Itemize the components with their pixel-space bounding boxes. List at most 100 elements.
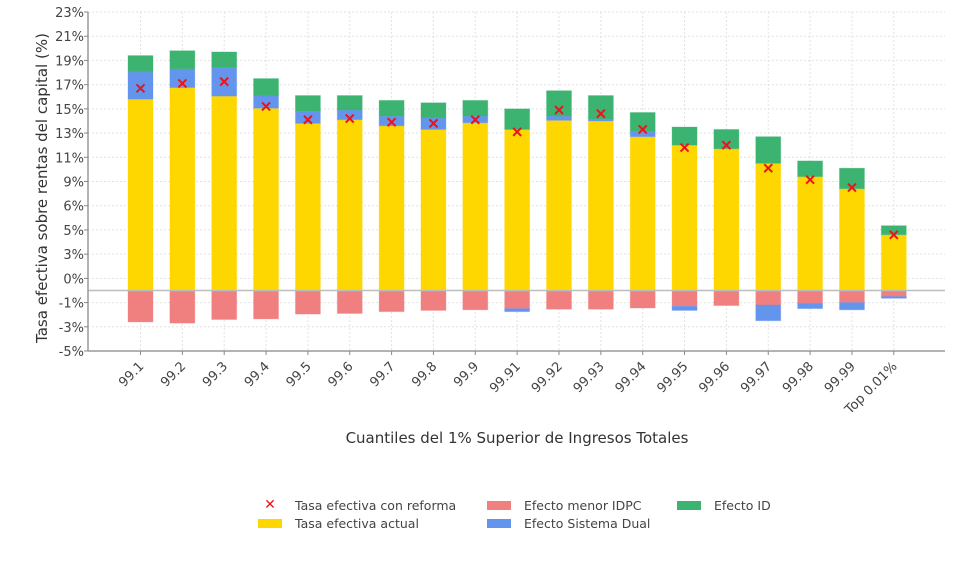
- reform-marker: [428, 118, 439, 129]
- x-marker-icon: ✕: [264, 497, 276, 513]
- bar-efecto-menor-idpc: [169, 289, 196, 324]
- reform-marker-stroke: [889, 230, 899, 240]
- y-tick-label: 0%: [63, 272, 84, 287]
- y-tick-label: 17%: [55, 79, 84, 94]
- bar-tasa-actual: [838, 188, 865, 291]
- bar-tasa-actual: [880, 234, 907, 291]
- reform-marker-stroke: [428, 118, 439, 129]
- bar-tasa-actual: [169, 87, 196, 291]
- reform-marker: [847, 182, 857, 193]
- bar-efecto-menor-idpc: [671, 289, 698, 307]
- bar-efecto-sistema-dual-neg: [504, 308, 531, 313]
- bar-tasa-actual: [462, 122, 489, 291]
- legend-item-dual-system-effect: Efecto Sistema Dual: [487, 514, 650, 532]
- reform-marker-stroke: [596, 108, 606, 119]
- bar-efecto-id: [378, 99, 405, 117]
- x-tick-label: 99.9: [451, 359, 482, 390]
- legend-item-idpc-effect: Efecto menor IDPC: [487, 496, 642, 514]
- x-tick-label: 99.3: [200, 359, 231, 390]
- bar-efecto-sistema-dual-neg: [838, 302, 865, 311]
- y-tick-label: 23%: [55, 6, 84, 21]
- reform-marker: [345, 113, 355, 124]
- bar-efecto-sistema-dual: [546, 115, 572, 121]
- reform-marker-stroke: [763, 163, 773, 173]
- reform-marker: [763, 163, 773, 173]
- bar-tasa-actual: [211, 95, 238, 291]
- bar-efecto-menor-idpc: [504, 289, 531, 310]
- bar-tasa-actual: [713, 148, 740, 291]
- bar-efecto-sistema-dual-neg: [880, 296, 907, 299]
- x-tick-label: 99.92: [529, 359, 566, 396]
- bar-tasa-actual: [504, 128, 531, 291]
- reform-marker-stroke: [345, 113, 355, 124]
- x-tick-label: 99.97: [738, 359, 775, 396]
- bar-tasa-actual: [253, 107, 280, 291]
- reform-marker: [721, 140, 732, 150]
- legend-label: Tasa efectiva actual: [295, 515, 419, 531]
- bar-efecto-menor-idpc: [378, 289, 405, 313]
- bar-tasa-actual: [294, 122, 321, 291]
- legend-item-reform-rate: ✕ Tasa efectiva con reforma: [258, 496, 456, 514]
- bar-efecto-id: [127, 55, 154, 73]
- bar-efecto-id: [797, 160, 824, 178]
- bars: [127, 50, 907, 324]
- bar-tasa-actual: [755, 162, 782, 291]
- y-tick-label: 21%: [55, 30, 84, 45]
- reform-marker: [219, 76, 229, 87]
- bar-efecto-id: [253, 78, 280, 97]
- x-tick-label: 99.95: [654, 359, 691, 396]
- bar-efecto-id: [671, 126, 698, 146]
- bar-efecto-sistema-dual: [169, 68, 196, 89]
- bar-efecto-sistema-dual: [587, 118, 614, 122]
- blue-swatch-icon: [487, 518, 511, 528]
- legend-label: Efecto menor IDPC: [524, 497, 642, 513]
- reform-marker: [470, 115, 481, 125]
- bar-efecto-sistema-dual: [127, 71, 154, 100]
- y-tick-label: -5%: [59, 345, 84, 360]
- bar-efecto-menor-idpc: [880, 289, 907, 298]
- reform-marker: [303, 115, 313, 125]
- reform-marker-stroke: [805, 174, 815, 185]
- bar-efecto-id: [211, 51, 238, 68]
- y-tick-label: 5%: [63, 224, 84, 239]
- reform-marker-stroke: [470, 115, 481, 125]
- reform-marker: [261, 101, 271, 112]
- x-tick-label: 99.5: [284, 359, 315, 390]
- bar-efecto-id: [838, 167, 865, 190]
- bar-efecto-menor-idpc: [713, 289, 740, 307]
- reform-marker-stroke: [386, 117, 397, 127]
- y-tick-label: 11%: [55, 151, 84, 166]
- y-tick-label: -1%: [59, 297, 84, 312]
- bar-efecto-sistema-dual-neg: [755, 304, 782, 322]
- x-tick-label: 99.91: [487, 359, 524, 396]
- bar-tasa-actual: [671, 144, 698, 291]
- bar-efecto-id: [169, 50, 196, 70]
- x-axis-title: Cuantiles del 1% Superior de Ingresos To…: [346, 429, 689, 447]
- reform-marker: [386, 117, 397, 127]
- bar-efecto-menor-idpc: [546, 289, 572, 310]
- x-tick-label: 99.7: [367, 359, 398, 390]
- reform-marker: [596, 108, 606, 119]
- bar-efecto-id: [755, 136, 782, 164]
- reform-marker-stroke: [847, 182, 857, 193]
- bar-efecto-id: [420, 102, 447, 119]
- bar-efecto-sistema-dual-neg: [671, 305, 698, 311]
- reform-marker-stroke: [637, 124, 648, 135]
- reform-marker: [637, 124, 648, 135]
- y-tick-label: -3%: [59, 321, 84, 336]
- bar-tasa-actual: [797, 176, 824, 291]
- bar-efecto-sistema-dual-neg: [797, 302, 824, 310]
- bar-tasa-actual: [378, 125, 405, 291]
- reform-marker-stroke: [303, 115, 313, 125]
- reform-marker: [135, 83, 146, 93]
- y-axis-title: Tasa efectiva sobre rentas del capital (…: [33, 33, 51, 344]
- bar-efecto-menor-idpc: [420, 289, 447, 311]
- legend-label: Efecto ID: [714, 497, 771, 513]
- bar-efecto-sistema-dual: [629, 130, 656, 138]
- y-axis-ticks: 23% 21% 19% 17% 15% 13% 11% 9% 6% 5% 3% 0% -1% -3% -5%: [55, 6, 88, 360]
- reform-marker: [679, 142, 690, 153]
- bar-efecto-id: [546, 90, 572, 117]
- y-tick-label: 3%: [63, 248, 84, 263]
- reform-marker-stroke: [261, 101, 271, 112]
- bar-tasa-actual: [546, 119, 572, 291]
